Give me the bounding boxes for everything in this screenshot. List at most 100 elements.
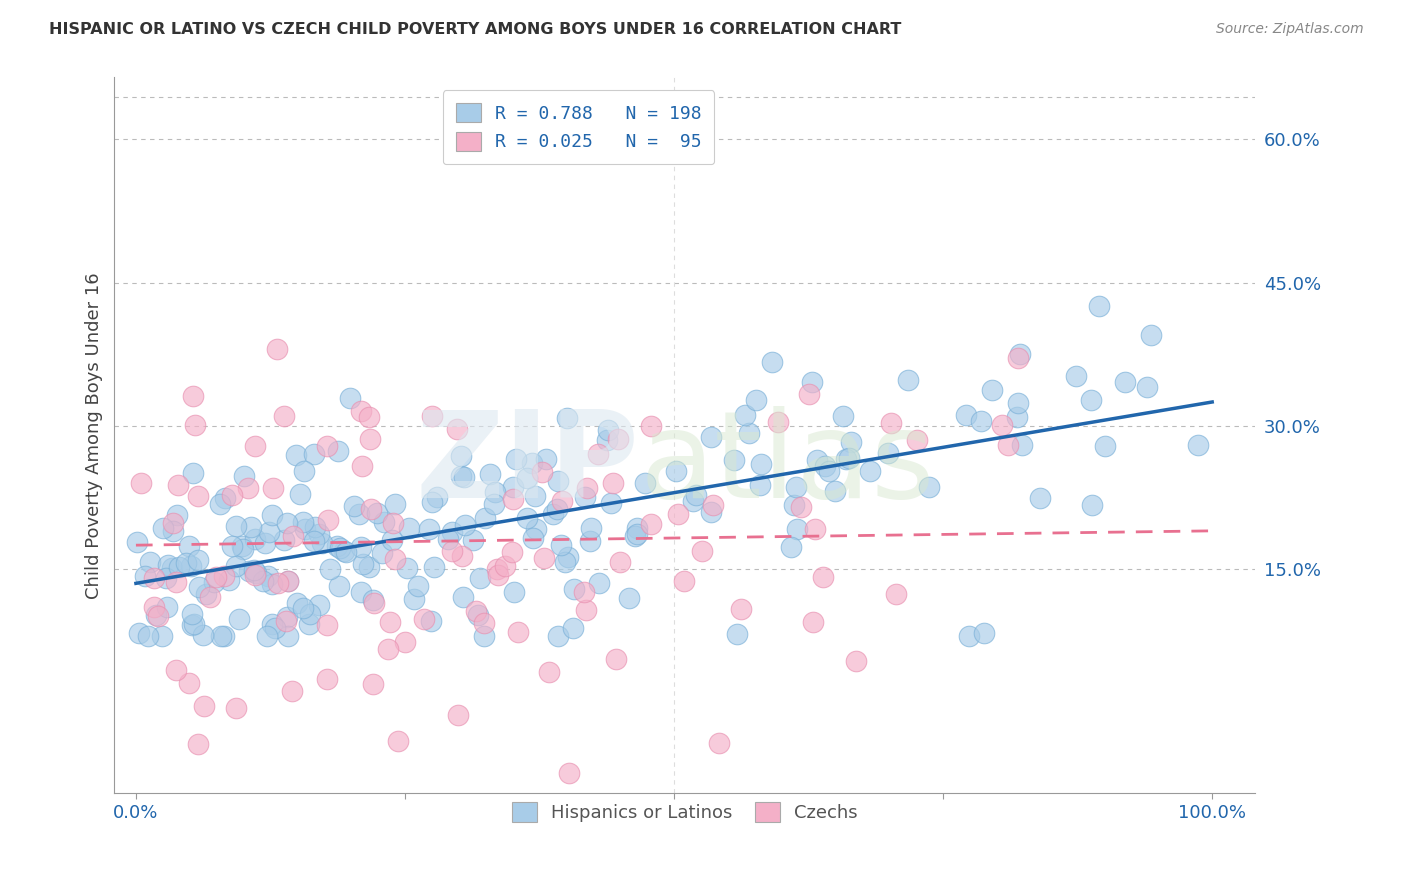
Point: [562, 582, 585, 597]
Point: [806, 453, 828, 467]
Point: [468, 571, 491, 585]
Point: [302, 533, 325, 548]
Point: [396, 561, 419, 575]
Point: [1081, 498, 1104, 512]
Point: [501, 545, 523, 559]
Point: [316, 617, 339, 632]
Point: [238, 564, 260, 578]
Point: [150, 629, 173, 643]
Point: [260, 508, 283, 523]
Point: [128, 626, 150, 640]
Point: [361, 592, 384, 607]
Point: [522, 531, 544, 545]
Point: [273, 409, 295, 423]
Point: [450, 468, 472, 483]
Point: [316, 439, 339, 453]
Point: [256, 629, 278, 643]
Point: [167, 559, 190, 574]
Point: [1011, 437, 1033, 451]
Point: [973, 626, 995, 640]
Point: [479, 467, 502, 481]
Point: [451, 590, 474, 604]
Point: [814, 459, 837, 474]
Point: [530, 465, 553, 479]
Point: [166, 477, 188, 491]
Point: [453, 470, 475, 484]
Point: [472, 616, 495, 631]
Point: [221, 539, 243, 553]
Point: [474, 510, 496, 524]
Point: [605, 652, 627, 666]
Point: [318, 562, 340, 576]
Point: [725, 627, 748, 641]
Point: [533, 551, 555, 566]
Point: [205, 570, 228, 584]
Point: [1064, 369, 1087, 384]
Point: [626, 521, 648, 535]
Point: [125, 535, 148, 549]
Point: [260, 616, 283, 631]
Text: HISPANIC OR LATINO VS CZECH CHILD POVERTY AMONG BOYS UNDER 16 CORRELATION CHART: HISPANIC OR LATINO VS CZECH CHILD POVERT…: [49, 22, 901, 37]
Point: [824, 484, 846, 499]
Point: [555, 410, 578, 425]
Point: [193, 699, 215, 714]
Point: [187, 737, 209, 751]
Point: [402, 592, 425, 607]
Point: [350, 404, 373, 418]
Point: [208, 497, 231, 511]
Point: [335, 545, 357, 559]
Point: [366, 506, 388, 520]
Point: [1080, 392, 1102, 407]
Point: [970, 414, 993, 428]
Point: [578, 534, 600, 549]
Point: [464, 604, 486, 618]
Point: [845, 654, 868, 668]
Point: [502, 480, 524, 494]
Point: [425, 490, 447, 504]
Point: [225, 519, 247, 533]
Point: [231, 539, 253, 553]
Point: [281, 529, 304, 543]
Point: [359, 432, 381, 446]
Point: [371, 546, 394, 560]
Point: [225, 559, 247, 574]
Point: [291, 600, 314, 615]
Point: [623, 529, 645, 543]
Point: [609, 555, 631, 569]
Point: [761, 355, 783, 369]
Point: [745, 393, 768, 408]
Point: [575, 603, 598, 617]
Point: [423, 560, 446, 574]
Point: [188, 581, 211, 595]
Point: [294, 522, 316, 536]
Point: [804, 522, 827, 536]
Point: [506, 624, 529, 639]
Point: [387, 733, 409, 747]
Point: [486, 562, 509, 576]
Point: [880, 416, 903, 430]
Point: [981, 383, 1004, 397]
Point: [786, 522, 808, 536]
Point: [668, 507, 690, 521]
Point: [1010, 346, 1032, 360]
Point: [574, 585, 596, 599]
Point: [839, 434, 862, 449]
Point: [418, 522, 440, 536]
Point: [576, 481, 599, 495]
Point: [534, 452, 557, 467]
Point: [240, 519, 263, 533]
Point: [218, 574, 240, 588]
Point: [394, 635, 416, 649]
Point: [748, 478, 770, 492]
Point: [325, 539, 347, 553]
Point: [187, 553, 209, 567]
Point: [299, 607, 322, 622]
Point: [398, 521, 420, 535]
Point: [350, 540, 373, 554]
Point: [488, 568, 510, 582]
Point: [162, 560, 184, 574]
Point: [440, 544, 463, 558]
Point: [136, 629, 159, 643]
Point: [538, 665, 561, 680]
Point: [214, 491, 236, 505]
